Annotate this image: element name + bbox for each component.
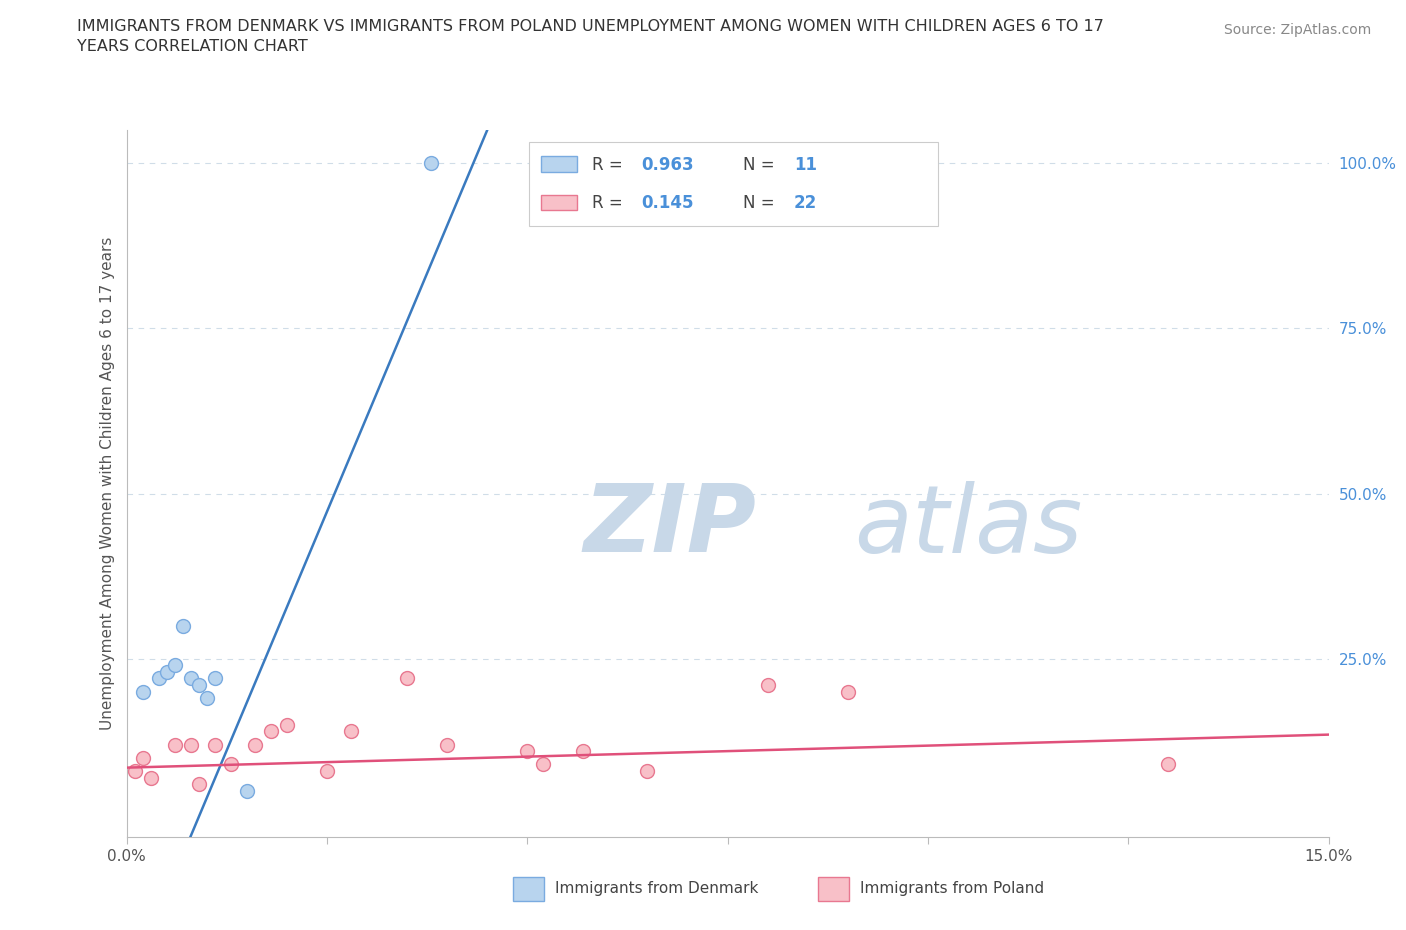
Text: 0.145: 0.145: [641, 194, 693, 212]
Point: [243, 737, 266, 752]
Point: [139, 770, 162, 785]
Point: [516, 744, 538, 759]
Point: [131, 684, 153, 699]
Point: [396, 671, 419, 686]
Point: [148, 671, 170, 686]
Point: [131, 751, 153, 765]
Point: [204, 737, 226, 752]
Bar: [513, 877, 544, 900]
Point: [124, 764, 146, 778]
Text: R =: R =: [592, 155, 627, 174]
Text: 22: 22: [794, 194, 817, 212]
Point: [756, 678, 779, 693]
Text: Source: ZipAtlas.com: Source: ZipAtlas.com: [1223, 23, 1371, 37]
Point: [340, 724, 363, 738]
Bar: [541, 156, 578, 172]
Point: [531, 757, 554, 772]
Text: 11: 11: [794, 155, 817, 174]
Point: [180, 671, 202, 686]
Text: N =: N =: [744, 155, 780, 174]
Point: [172, 618, 194, 633]
Point: [204, 671, 226, 686]
FancyBboxPatch shape: [529, 142, 938, 226]
Point: [436, 737, 458, 752]
Point: [180, 737, 202, 752]
Point: [260, 724, 283, 738]
Point: [276, 717, 298, 732]
Point: [187, 678, 209, 693]
Point: [572, 744, 595, 759]
Text: Immigrants from Poland: Immigrants from Poland: [860, 881, 1045, 896]
Point: [219, 757, 242, 772]
Point: [837, 684, 859, 699]
Point: [636, 764, 658, 778]
Point: [235, 783, 259, 798]
Point: [420, 156, 443, 171]
Point: [187, 777, 209, 791]
Point: [163, 737, 186, 752]
Bar: [541, 194, 578, 210]
Text: IMMIGRANTS FROM DENMARK VS IMMIGRANTS FROM POLAND UNEMPLOYMENT AMONG WOMEN WITH : IMMIGRANTS FROM DENMARK VS IMMIGRANTS FR…: [77, 19, 1104, 33]
Point: [155, 664, 177, 679]
Text: R =: R =: [592, 194, 627, 212]
Point: [315, 764, 337, 778]
Text: atlas: atlas: [853, 481, 1083, 572]
Text: 0.963: 0.963: [641, 155, 693, 174]
Text: ZIP: ZIP: [583, 480, 756, 572]
Bar: [818, 877, 849, 900]
Y-axis label: Unemployment Among Women with Children Ages 6 to 17 years: Unemployment Among Women with Children A…: [100, 237, 115, 730]
Text: N =: N =: [744, 194, 780, 212]
Text: YEARS CORRELATION CHART: YEARS CORRELATION CHART: [77, 39, 308, 54]
Point: [1157, 757, 1180, 772]
Point: [195, 691, 218, 706]
Text: Immigrants from Denmark: Immigrants from Denmark: [555, 881, 759, 896]
Point: [163, 658, 186, 672]
